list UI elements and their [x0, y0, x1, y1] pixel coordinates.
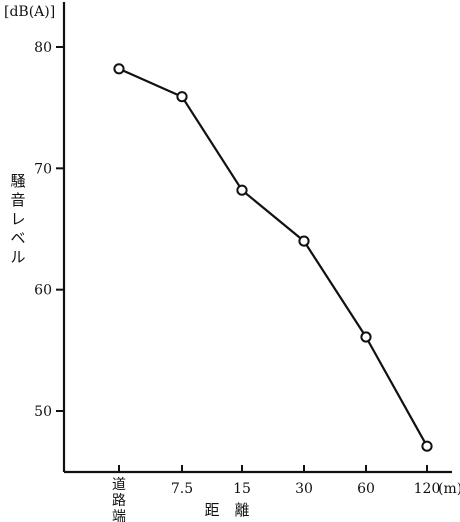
- x-tick-label: 15: [233, 481, 251, 497]
- data-point: [113, 63, 125, 75]
- x-tick-label: 道路端: [112, 477, 126, 522]
- x-axis-title-text: 距 離: [204, 501, 249, 519]
- y-axis-ticks: 80 70 60 50: [34, 40, 64, 420]
- y-tick-label: 50: [34, 404, 52, 420]
- y-axis-unit: [dB(A)]: [4, 4, 55, 20]
- y-tick-label: 70: [34, 161, 52, 177]
- y-tick-label: 60: [34, 283, 52, 299]
- series-line: [118, 67, 428, 447]
- x-tick-label: 120: [414, 481, 441, 497]
- data-point: [176, 91, 188, 103]
- y-tick-label: 80: [34, 40, 52, 56]
- data-point: [360, 331, 372, 343]
- data-point: [298, 235, 310, 247]
- x-tick-label: 60: [357, 481, 375, 497]
- x-axis-ticks: 道路端 7.5 15 30 60 120: [112, 465, 440, 522]
- y-axis-title-text: 騒音レベル: [10, 172, 25, 266]
- data-point: [236, 184, 248, 196]
- x-axis-title: 距 離: [204, 501, 249, 519]
- x-tick-label: 7.5: [171, 481, 193, 497]
- y-axis-title: 騒音レベル: [10, 172, 25, 266]
- data-point: [421, 440, 433, 452]
- series-group: [113, 63, 433, 452]
- chart-axes: [62, 2, 452, 474]
- x-tick-label: 30: [295, 481, 313, 497]
- x-axis-unit: (m): [438, 481, 460, 497]
